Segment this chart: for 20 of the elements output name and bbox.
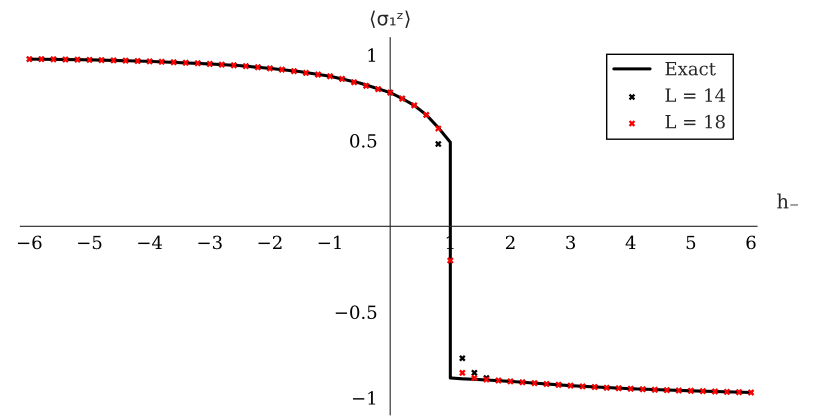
- x-tick-label: 6: [746, 236, 756, 250]
- y-tick-label: 1: [368, 48, 376, 62]
- legend-label: L = 18: [665, 114, 725, 128]
- legend-label: L = 14: [665, 88, 726, 102]
- y-tick-label: −0.5: [336, 305, 376, 320]
- x-tick-label: 3: [566, 236, 575, 250]
- x-tick-label: −1: [318, 236, 341, 250]
- x-axis-title: h₋: [777, 194, 798, 208]
- x-tick-label: −6: [18, 236, 42, 250]
- x-tick-label: −3: [198, 236, 222, 250]
- y-tick-label: 0.5: [350, 134, 376, 148]
- x-tick-label: −4: [138, 236, 162, 250]
- x-tick-label: 5: [686, 236, 696, 250]
- y-tick-label: −1: [352, 391, 376, 405]
- x-tick-label: −2: [258, 236, 282, 250]
- x-tick-label: −5: [78, 236, 102, 250]
- x-tick-label: 4: [626, 236, 636, 250]
- legend-label: Exact: [665, 62, 716, 76]
- x-tick-label: 2: [506, 236, 514, 250]
- y-axis-title: ⟨σ₁ᶻ⟩: [370, 10, 410, 28]
